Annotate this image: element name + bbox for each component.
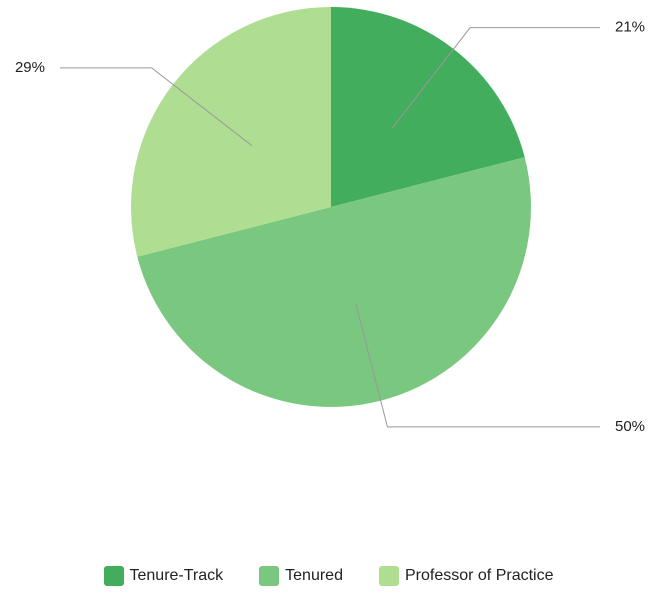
legend: Tenure-Track Tenured Professor of Practice	[0, 566, 657, 586]
legend-label: Tenure-Track	[129, 567, 224, 584]
leader-line	[355, 303, 600, 428]
legend-item: Professor of Practice	[378, 566, 554, 586]
data-label: 50%	[615, 418, 645, 435]
leader-line	[60, 67, 253, 147]
leader-line	[391, 27, 600, 129]
legend-item: Tenured	[259, 566, 343, 586]
data-label: 29%	[15, 59, 45, 76]
legend-label: Tenured	[285, 567, 343, 584]
data-label: 21%	[615, 19, 645, 36]
legend-label: Professor of Practice	[404, 567, 554, 584]
pie-slice	[131, 7, 331, 257]
legend-item: Tenure-Track	[103, 566, 224, 586]
legend-swatch	[378, 566, 399, 586]
chart: 21% 50% 29%	[15, 7, 645, 435]
legend-swatch	[103, 566, 124, 586]
pie-slice	[137, 157, 531, 407]
pie-slice	[331, 7, 525, 207]
legend-swatch	[259, 566, 280, 586]
